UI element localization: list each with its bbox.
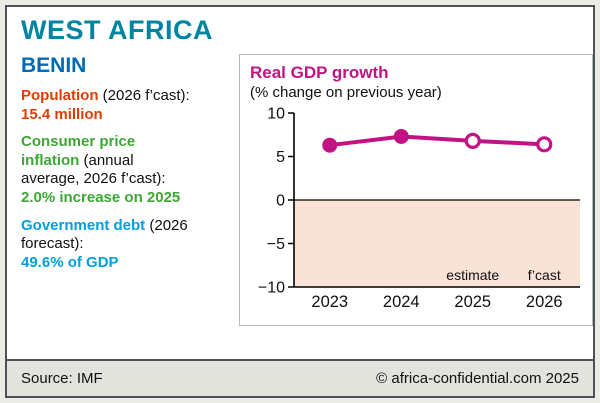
chart-plot: 10 5 0 −5 −10 estimate f’cast 2023 2024 2025 2026 — [258, 106, 580, 311]
stat-debt-label: Government debt — [21, 216, 146, 234]
stat-inflation-label: Consumer price inflation — [21, 133, 136, 169]
stat-population-value: 15.4 million — [21, 105, 103, 123]
stat-inflation-value: 2.0% increase on 2025 — [21, 188, 181, 206]
chart-title: Real GDP growth — [250, 63, 389, 82]
content-row: BENIN Population (2026 f’cast): 15.4 mil… — [21, 54, 593, 326]
data-point-open — [464, 132, 481, 149]
data-point-open — [536, 136, 553, 153]
stat-debt-value: 49.6% of GDP — [21, 253, 119, 271]
y-tick-label: −5 — [267, 236, 285, 253]
credit-note: © africa-confidential.com 2025 — [376, 370, 579, 387]
chart-subtitle: (% change on previous year) — [250, 84, 442, 101]
footer-bar: Source: IMF © africa-confidential.com 20… — [7, 359, 593, 396]
stat-debt-note: (2026 forecast): — [21, 216, 188, 253]
data-point-filled — [322, 137, 338, 153]
x-tick-label: 2024 — [383, 293, 420, 311]
gdp-chart: Real GDP growth (% change on previous ye… — [239, 54, 593, 326]
stat-government-debt: Government debt (2026 forecast): 49.6% o… — [21, 217, 191, 273]
x-tick-label: 2026 — [526, 293, 563, 311]
y-tick-label: −10 — [258, 280, 285, 297]
gdp-line — [329, 134, 545, 148]
stat-inflation: Consumer price inflation (annual average… — [21, 133, 191, 207]
infographic-panel: WEST AFRICA BENIN Population (2026 f’cas… — [5, 5, 595, 398]
stat-population-note: (2026 f’cast): — [98, 87, 190, 104]
x-tick-label: 2023 — [311, 293, 348, 311]
x-tick-label: 2025 — [454, 293, 491, 311]
country-title: BENIN — [21, 54, 87, 77]
stat-population: Population (2026 f’cast): 15.4 million — [21, 87, 191, 124]
annotation-label: estimate — [446, 267, 499, 283]
y-tick-label: 0 — [276, 193, 285, 210]
region-title: WEST AFRICA — [21, 15, 213, 45]
data-point-filled — [393, 128, 409, 144]
main-area: WEST AFRICA BENIN Population (2026 f’cas… — [7, 7, 593, 359]
negative-region — [294, 200, 580, 287]
stat-inflation-note: (annual average, 2026 f’cast): — [21, 151, 166, 188]
source-note: Source: IMF — [21, 370, 103, 387]
stats-column: BENIN Population (2026 f’cast): 15.4 mil… — [21, 54, 239, 326]
stat-population-label: Population — [21, 87, 99, 104]
y-tick-label: 5 — [276, 149, 285, 166]
y-tick-label: 10 — [267, 106, 285, 123]
annotation-label: f’cast — [528, 267, 561, 283]
